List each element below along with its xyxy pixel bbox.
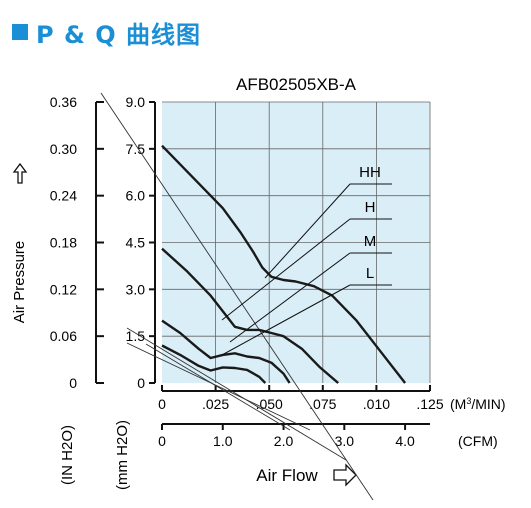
x-tick-label-m3-min: .050 <box>256 396 283 412</box>
x-unit-m3-min: (M3/MIN) <box>450 396 506 412</box>
y-tick-label-in-h2o: 0.36 <box>50 94 77 110</box>
header-square-icon <box>12 24 28 40</box>
series-label-h: H <box>365 199 376 216</box>
series-leader-line <box>264 183 351 279</box>
y-tick-label-in-h2o: 0.12 <box>50 281 77 297</box>
arrow-up-icon <box>12 162 28 184</box>
y-tick-label-mm-h2o: 9.0 <box>126 94 146 110</box>
x-unit-rest: /MIN) <box>471 396 505 412</box>
y-tick-label-in-h2o: 0.06 <box>50 328 77 344</box>
x-tick-label-cfm: 3.0 <box>335 433 355 449</box>
impedance-line <box>126 327 347 461</box>
x-tick-label-m3-min: .075 <box>309 396 336 412</box>
x-unit-superscript: 3 <box>466 396 471 406</box>
series-label-m: M <box>364 233 377 250</box>
series-leader-line <box>221 218 351 321</box>
y-tick-label-in-h2o: 0.18 <box>50 235 77 251</box>
x-tick-label-cfm: 1.0 <box>213 433 233 449</box>
impedance-line <box>100 92 374 501</box>
y-tick-label-mm-h2o: 0 <box>137 375 145 391</box>
y-unit-in-h2o: (IN H2O) <box>59 425 76 485</box>
y-tick-label-mm-h2o: 4.5 <box>126 235 146 251</box>
page-title: P & Q 曲线图 <box>36 20 201 49</box>
y-tick-label-in-h2o: 0.24 <box>50 188 77 204</box>
x-unit-cfm: (CFM) <box>458 433 498 449</box>
series-line-hh <box>161 144 407 384</box>
y-axis-title: Air Pressure <box>11 241 28 324</box>
series-line-h <box>161 247 339 384</box>
series-line-l <box>161 344 267 384</box>
series-line-m <box>161 319 291 384</box>
arrow-right-icon <box>333 463 357 487</box>
y-tick-label-mm-h2o: 6.0 <box>126 188 146 204</box>
y-tick-label-mm-h2o: 3.0 <box>126 281 146 297</box>
y-tick-label-mm-h2o: 1.5 <box>126 328 146 344</box>
x-tick-label-m3-min: .125 <box>416 396 443 412</box>
series-label-l: L <box>366 265 374 282</box>
y-unit-mm-h2o: (mm H2O) <box>114 420 131 490</box>
series-label-hh: HH <box>359 164 381 181</box>
header: P & Q 曲线图 <box>12 14 201 50</box>
series-leader-line <box>221 284 351 356</box>
chart-title: AFB02505XB-A <box>236 75 357 94</box>
x-tick-label-m3-min: 0 <box>158 396 166 412</box>
x-axis-title: Air Flow <box>256 466 318 485</box>
y-tick-label-in-h2o: 0 <box>69 375 77 391</box>
series-leader-line <box>229 252 351 343</box>
x-tick-label-cfm: 2.0 <box>274 433 294 449</box>
y-tick-label-mm-h2o: 7.5 <box>126 141 146 157</box>
y-tick-label-in-h2o: 0.30 <box>50 141 77 157</box>
impedance-line <box>145 343 291 431</box>
x-tick-label-cfm: 0 <box>158 433 166 449</box>
x-tick-label-m3-min: .025 <box>202 396 229 412</box>
x-tick-label-cfm: 4.0 <box>395 433 415 449</box>
impedance-line <box>126 342 311 431</box>
x-tick-label-m3-min: .010 <box>363 396 390 412</box>
